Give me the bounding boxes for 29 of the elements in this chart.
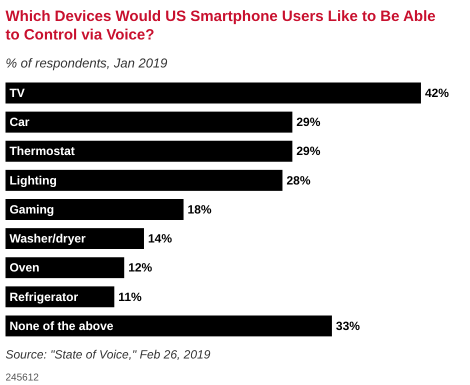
bar [6, 257, 124, 278]
data-label: 29% [296, 144, 321, 158]
y-tick-label: Oven [9, 260, 40, 275]
chart-title: Which Devices Would US Smartphone Users Like to Be Able to Control via Voice? [6, 8, 436, 44]
y-tick-label: Washer/dryer [9, 232, 86, 246]
data-label: 42% [424, 86, 450, 100]
y-tick-label: TV [9, 86, 25, 100]
source-note: Source: "State of Voice," Feb 26, 2019 [6, 348, 211, 362]
bar [6, 315, 332, 336]
bar [6, 140, 292, 162]
data-label: 33% [336, 318, 360, 333]
data-label: 28% [286, 173, 311, 188]
text: 245612 [6, 372, 40, 384]
bar [6, 82, 421, 104]
data-label: 29% [296, 115, 321, 130]
chart-subtitle: % of respondents, Jan 2019 [6, 56, 168, 70]
y-tick-label: Thermostat [9, 144, 75, 158]
y-tick-label: Car [9, 115, 30, 130]
y-tick-label: Refrigerator [9, 290, 78, 304]
data-label: 11% [118, 290, 142, 304]
data-label: 18% [188, 202, 212, 216]
bar [6, 112, 292, 133]
bar [6, 170, 282, 191]
y-tick-label: Gaming [9, 202, 54, 216]
y-tick-label: None of the above [9, 318, 114, 333]
data-label: 12% [128, 260, 153, 275]
y-tick-label: Lighting [9, 173, 57, 188]
data-label: 14% [148, 232, 172, 246]
bar [6, 198, 184, 220]
